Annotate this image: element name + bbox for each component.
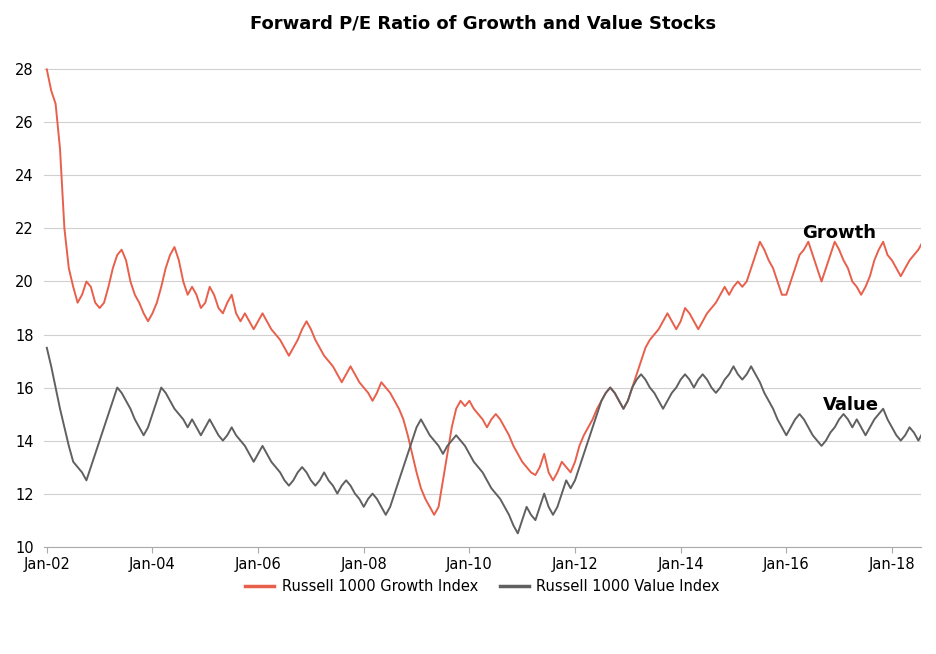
Text: Value: Value — [824, 396, 879, 414]
Title: Forward P/E Ratio of Growth and Value Stocks: Forward P/E Ratio of Growth and Value St… — [250, 15, 716, 33]
Legend: Russell 1000 Growth Index, Russell 1000 Value Index: Russell 1000 Growth Index, Russell 1000 … — [240, 573, 725, 600]
Text: Growth: Growth — [802, 224, 876, 242]
